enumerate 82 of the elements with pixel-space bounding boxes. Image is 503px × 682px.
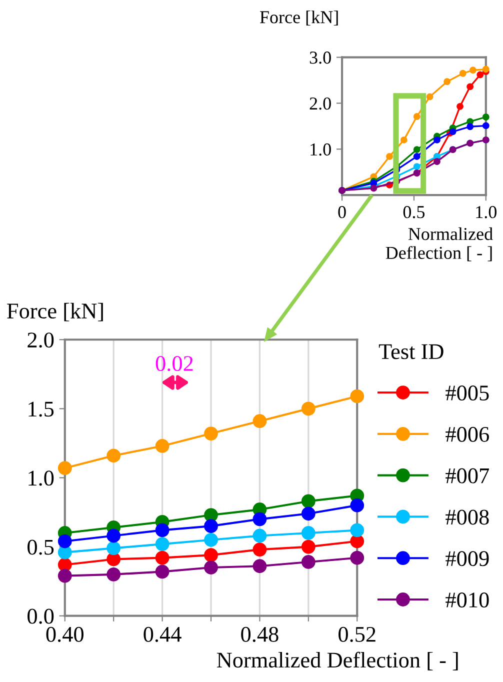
point <box>252 559 267 574</box>
legend-label: #005 <box>446 386 489 401</box>
point <box>350 550 364 565</box>
point <box>350 498 364 512</box>
point <box>58 568 72 583</box>
legend-label: #010 <box>446 592 489 608</box>
point <box>204 548 218 562</box>
x-tick-label: 0.40 <box>46 626 84 642</box>
y-axis-title: Force [kN] <box>7 302 103 322</box>
annotation: 0.02 <box>156 356 193 372</box>
y-tick-label: 2.0 <box>310 97 331 110</box>
point <box>350 523 364 538</box>
point <box>466 123 474 130</box>
point <box>155 564 170 579</box>
point <box>58 534 72 548</box>
x-tick-label: 0 <box>338 206 346 218</box>
point <box>426 93 434 100</box>
point <box>106 541 121 556</box>
point <box>301 494 316 508</box>
point <box>106 567 121 582</box>
point <box>482 122 490 130</box>
point <box>301 506 316 521</box>
x-tick-label: 0.5 <box>403 206 425 218</box>
y-tick-label: 1.5 <box>28 402 54 417</box>
x-tick-label: 0.44 <box>144 626 182 642</box>
point <box>58 545 72 560</box>
x-tick-label: 0.52 <box>338 626 376 642</box>
point <box>301 540 316 554</box>
point <box>434 136 440 144</box>
point <box>459 70 466 77</box>
point <box>204 519 218 534</box>
legend-label: #007 <box>446 468 490 484</box>
legend-label: #008 <box>446 510 489 525</box>
x-tick-label: 0.48 <box>241 626 278 642</box>
point <box>301 402 316 416</box>
point <box>413 153 420 160</box>
point <box>413 146 420 154</box>
point <box>252 512 267 526</box>
point <box>469 66 476 74</box>
point <box>482 114 490 120</box>
point <box>252 528 267 543</box>
y-tick-label: 1.0 <box>310 143 331 156</box>
point <box>155 523 170 538</box>
point <box>434 158 440 165</box>
point <box>476 71 484 78</box>
y-axis-title: Force [kN] <box>260 10 338 26</box>
point <box>444 78 451 86</box>
point <box>204 560 218 574</box>
y-tick-label: 0.5 <box>28 540 54 555</box>
point <box>413 113 420 120</box>
point <box>301 526 316 540</box>
point <box>386 153 393 160</box>
y-tick-label: 2.0 <box>28 332 54 348</box>
point <box>155 439 170 453</box>
point <box>155 537 170 551</box>
y-tick-label: 1.0 <box>28 470 54 486</box>
point <box>106 448 121 463</box>
point <box>350 389 364 404</box>
point <box>350 534 364 548</box>
point <box>456 102 464 110</box>
point <box>252 542 267 556</box>
legend-label: #009 <box>446 551 489 566</box>
point <box>301 555 316 569</box>
point <box>466 83 474 90</box>
point <box>204 532 218 547</box>
legend-label: #006 <box>446 426 489 442</box>
point <box>106 528 121 543</box>
point <box>252 414 267 428</box>
legend-title: Test ID <box>378 344 444 360</box>
point <box>449 128 456 136</box>
x-axis-title: Normalized Deflection [ - ] <box>386 227 493 262</box>
y-tick-label: 0.0 <box>28 608 54 624</box>
x-axis-title: Normalized Deflection [ - ] <box>216 652 458 670</box>
point <box>204 426 218 440</box>
x-tick-label: 1.0 <box>476 206 496 218</box>
point <box>482 66 490 73</box>
point <box>413 163 420 170</box>
point <box>106 552 121 566</box>
point <box>58 461 72 476</box>
y-tick-label: 3.0 <box>310 52 331 64</box>
point <box>155 550 170 565</box>
point <box>400 136 408 144</box>
